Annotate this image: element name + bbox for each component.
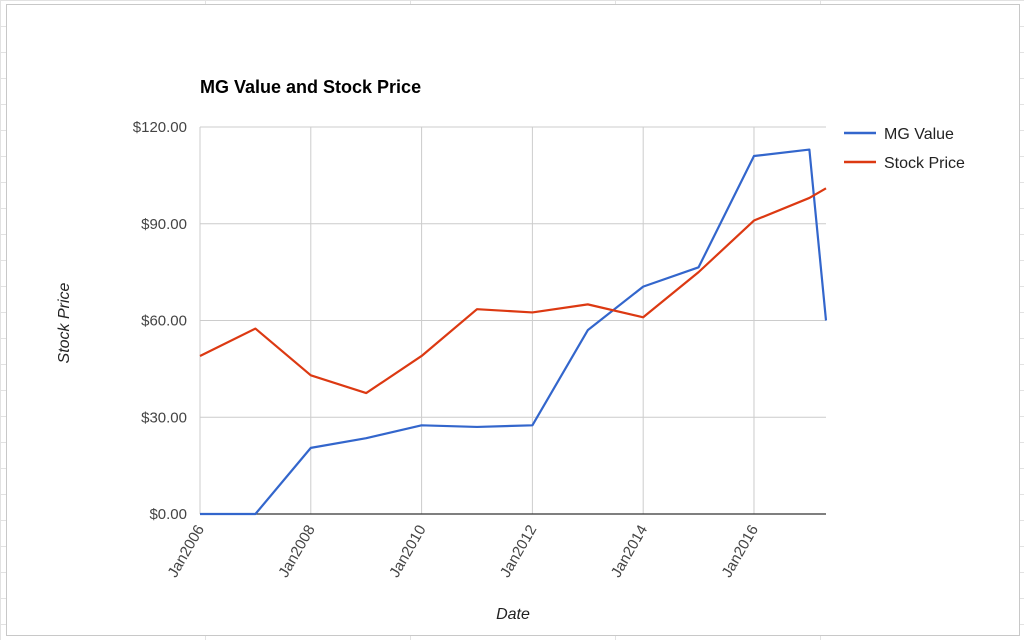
x-tick-label: Jan2012 xyxy=(497,522,541,580)
x-tick-label: Jan2006 xyxy=(165,522,209,580)
y-tick-label: $90.00 xyxy=(141,216,187,233)
chart-title: MG Value and Stock Price xyxy=(200,77,421,97)
y-tick-label: $0.00 xyxy=(149,506,187,523)
x-tick-label: Jan2010 xyxy=(386,522,430,580)
series-line-stock-price xyxy=(199,187,827,395)
legend-label-mg-value: MG Value xyxy=(884,126,954,143)
legend: MG Value Stock Price xyxy=(844,126,965,172)
y-tick-label: $30.00 xyxy=(141,409,187,426)
grid-lines xyxy=(199,126,826,514)
y-tick-label: $120.00 xyxy=(133,119,187,136)
line-chart: $0.00 $30.00 $60.00 $90.00 $120.00 Jan2006 Jan… xyxy=(56,77,965,623)
x-tick-label: Jan2016 xyxy=(718,522,762,580)
chart-container[interactable]: $0.00 $30.00 $60.00 $90.00 $120.00 Jan2006 Jan… xyxy=(6,4,1020,636)
x-axis-label: Date xyxy=(496,606,530,623)
x-tick-label: Jan2014 xyxy=(608,522,652,580)
y-axis-label: Stock Price xyxy=(56,282,73,363)
series-lines xyxy=(199,148,828,516)
y-tick-label: $60.00 xyxy=(141,313,187,330)
x-tick-label: Jan2008 xyxy=(275,522,319,580)
series-line-mg-value xyxy=(200,148,828,516)
legend-label-stock-price: Stock Price xyxy=(884,155,965,172)
tick-labels: $0.00 $30.00 $60.00 $90.00 $120.00 Jan2006 Jan… xyxy=(133,119,762,580)
